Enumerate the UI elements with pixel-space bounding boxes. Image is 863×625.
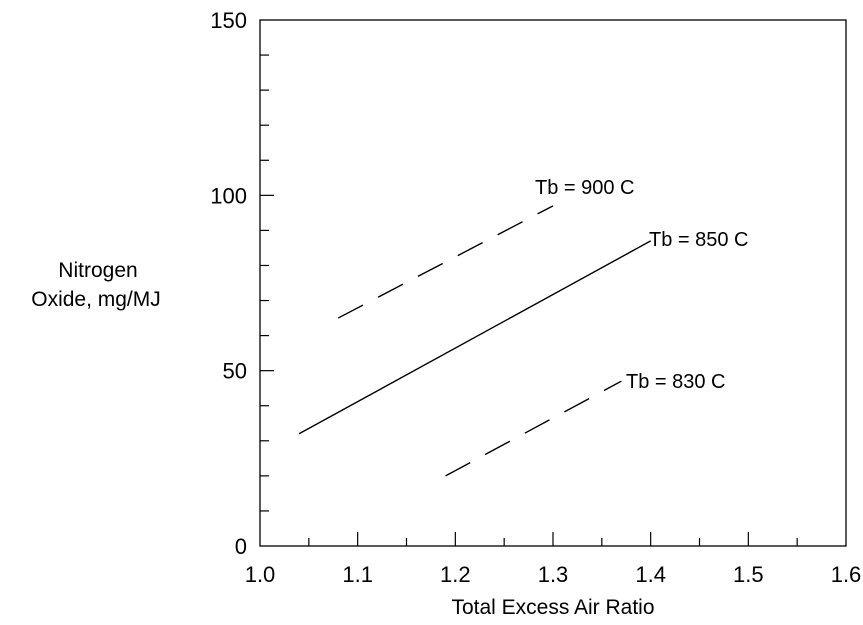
series-lines (298, 205, 652, 477)
y-tick-label: 50 (223, 359, 247, 384)
series-line-2 (445, 380, 622, 477)
series-label-tb-900: Tb = 900 C (535, 177, 635, 199)
x-tick-label: 1.6 (831, 562, 862, 587)
x-ticks: 1.0 1.1 1.2 1.3 1.4 1.5 1.6 (245, 532, 862, 587)
x-tick-label: 1.1 (342, 562, 373, 587)
y-ticks: 0 50 100 150 (210, 8, 274, 559)
y-tick-label: 150 (210, 8, 247, 33)
series-label-tb-850: Tb = 850 C (649, 229, 749, 251)
series-line-1 (298, 240, 652, 435)
plot-frame (259, 19, 847, 547)
series-line-0 (337, 205, 554, 319)
x-tick-label: 1.3 (538, 562, 569, 587)
x-tick-label: 1.5 (733, 562, 764, 587)
x-tick-label: 1.0 (245, 562, 276, 587)
y-axis-title-line-2: Oxide, mg/MJ (31, 288, 161, 311)
x-tick-label: 1.2 (440, 562, 471, 587)
y-tick-label: 0 (235, 534, 247, 559)
x-tick-label: 1.4 (635, 562, 666, 587)
y-axis-title-line-1: Nitrogen (58, 259, 137, 282)
series-label-tb-830: Tb = 830 C (626, 371, 726, 393)
y-tick-label: 100 (210, 183, 247, 208)
x-axis-title: Total Excess Air Ratio (451, 596, 654, 619)
